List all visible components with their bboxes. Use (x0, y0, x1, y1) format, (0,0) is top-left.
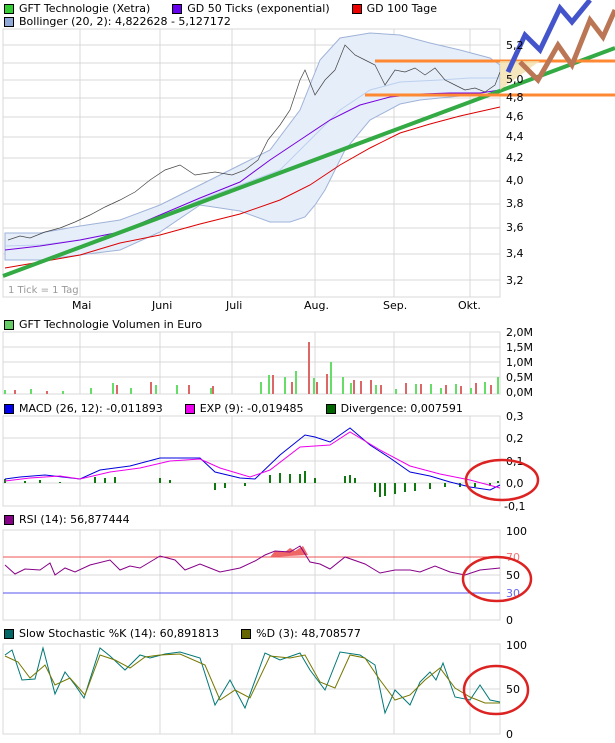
swatch-icon (241, 628, 252, 639)
svg-text:0,3: 0,3 (506, 410, 524, 423)
svg-text:Aug.: Aug. (304, 299, 329, 312)
legend-exp: EXP (9): -0,019485 (184, 402, 304, 415)
svg-text:0,2: 0,2 (506, 432, 524, 445)
svg-text:Sep.: Sep. (383, 299, 407, 312)
macd-highlight-circle (464, 458, 540, 502)
svg-text:0,0: 0,0 (506, 477, 524, 490)
svg-text:3,6: 3,6 (506, 221, 524, 234)
swatch-icon (4, 514, 14, 525)
svg-text:4,0: 4,0 (506, 174, 524, 187)
swatch-icon (4, 403, 14, 414)
svg-text:4,2: 4,2 (506, 151, 524, 164)
swatch-icon (4, 628, 14, 639)
stoch-panel (2, 643, 501, 735)
svg-text:5,2: 5,2 (506, 39, 524, 52)
swatch-icon (325, 403, 336, 414)
rsi-panel (2, 529, 501, 621)
macd-legend: MACD (26, 12): -0,011893 EXP (9): -0,019… (4, 402, 485, 415)
svg-text:1,0M: 1,0M (506, 356, 533, 369)
svg-text:3,8: 3,8 (506, 197, 524, 210)
swatch-icon (351, 3, 362, 14)
projection-arrow-brown (518, 8, 615, 85)
legend-rsi: RSI (14): 56,877444 (4, 513, 130, 526)
svg-text:1,5M: 1,5M (506, 341, 533, 354)
price-y-axis: 5,2 5,0 4,8 4,6 4,4 4,2 4,0 3,8 3,6 3,4 3,2 (506, 39, 524, 287)
swatch-icon (4, 319, 14, 330)
svg-text:Okt.: Okt. (458, 299, 481, 312)
price-legend: GFT Technologie (Xetra) GD 50 Ticks (exp… (4, 2, 459, 15)
legend-volume: GFT Technologie Volumen in Euro (4, 318, 202, 331)
svg-text:100: 100 (506, 639, 527, 652)
svg-text:-0,1: -0,1 (504, 500, 525, 513)
price-x-axis: Mai Juni Juli Aug. Sep. Okt. (72, 299, 481, 312)
volume-y-axis: 2,0M 1,5M 1,0M 0,5M 0,0M (506, 326, 533, 399)
macd-panel (2, 415, 501, 507)
legend-price: GFT Technologie (Xetra) (4, 2, 150, 15)
svg-text:100: 100 (506, 525, 527, 538)
svg-text:2,0M: 2,0M (506, 326, 533, 339)
legend-divergence: Divergence: 0,007591 (325, 402, 463, 415)
trendline (2, 46, 615, 278)
svg-text:Juni: Juni (151, 299, 172, 312)
svg-text:Juli: Juli (225, 299, 242, 312)
legend-stoch-k: Slow Stochastic %K (14): 60,891813 (4, 627, 219, 640)
legend-gd50: GD 50 Ticks (exponential) (172, 2, 330, 15)
swatch-icon (4, 16, 14, 27)
svg-text:0: 0 (506, 728, 513, 741)
legend-macd: MACD (26, 12): -0,011893 (4, 402, 163, 415)
svg-text:4,4: 4,4 (506, 130, 524, 143)
legend-stoch-d: %D (3): 48,708577 (241, 627, 361, 640)
stoch-y-axis: 100 50 0 (506, 639, 527, 741)
macd-y-axis: 0,30,20,10,0-0,1 (504, 410, 525, 513)
volume-panel (2, 331, 501, 395)
swatch-icon (4, 3, 14, 14)
svg-text:3,2: 3,2 (506, 274, 524, 287)
rsi-legend: RSI (14): 56,877444 (4, 513, 152, 526)
bollinger-legend: Bollinger (20, 2): 4,822628 - 5,127172 (4, 15, 253, 28)
volume-legend: GFT Technologie Volumen in Euro (4, 318, 224, 331)
svg-text:0: 0 (506, 614, 513, 627)
price-panel: 1 Tick = 1 Tag (2, 0, 615, 298)
svg-text:0,5M: 0,5M (506, 371, 533, 384)
svg-text:0,0M: 0,0M (506, 386, 533, 399)
svg-text:50: 50 (506, 683, 520, 696)
svg-text:5,0: 5,0 (506, 73, 524, 86)
stoch-highlight-circle (462, 664, 530, 716)
swatch-icon (172, 3, 183, 14)
tick-note: 1 Tick = 1 Tag (8, 285, 79, 296)
svg-text:4,8: 4,8 (506, 91, 524, 104)
legend-gd100: GD 100 Tage (351, 2, 437, 15)
svg-text:4,6: 4,6 (506, 110, 524, 123)
swatch-icon (184, 403, 195, 414)
svg-text:Mai: Mai (72, 299, 91, 312)
rsi-highlight-circle (461, 555, 533, 603)
legend-bollinger: Bollinger (20, 2): 4,822628 - 5,127172 (4, 15, 231, 28)
svg-text:50: 50 (506, 569, 520, 582)
projection-arrow-blue (505, 0, 592, 74)
stoch-legend: Slow Stochastic %K (14): 60,891813 %D (3… (4, 627, 383, 640)
svg-text:3,4: 3,4 (506, 247, 524, 260)
